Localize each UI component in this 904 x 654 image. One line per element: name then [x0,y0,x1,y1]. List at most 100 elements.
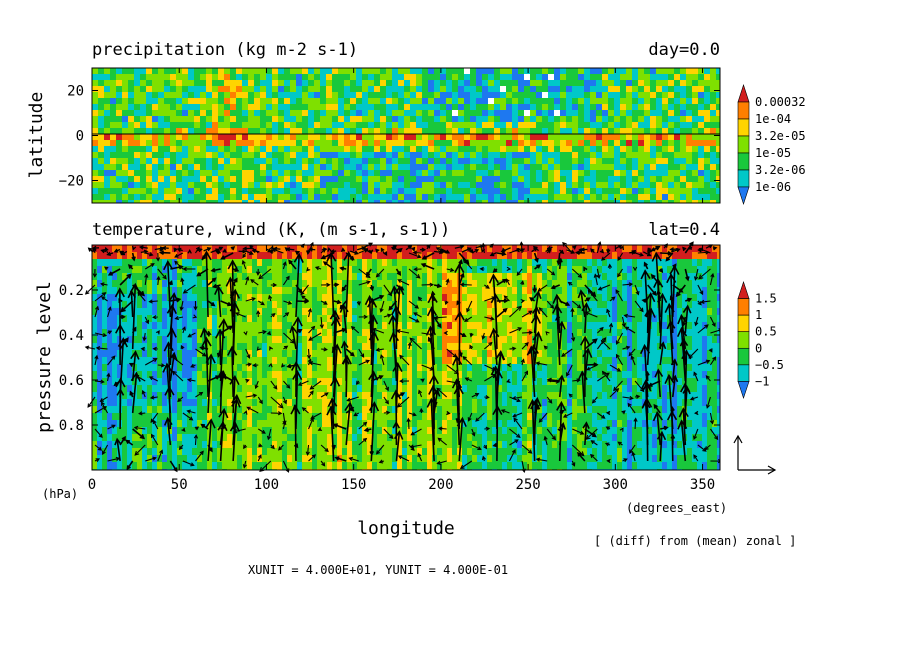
temperature-cell [242,343,248,351]
temperature-cell [442,357,448,365]
temperature-cell [327,434,333,442]
temperature-cell [402,287,408,295]
temperature-cell [417,427,423,435]
temperature-cell [357,322,363,330]
temperature-cell [382,273,388,281]
temperature-cell [122,322,128,330]
precip-cell [260,182,267,189]
temperature-cell [372,441,378,449]
temperature-cell [352,322,358,330]
temperature-cell [187,343,193,351]
temperature-cell [127,413,133,421]
precip-cell [314,92,321,99]
temperature-cell [402,448,408,456]
precip-cell [410,86,417,93]
temperature-cell [227,392,233,400]
temperature-cell [112,252,118,260]
temperature-cell [187,287,193,295]
precip-cell [632,152,639,159]
precip-cell [374,188,381,195]
temperature-cell [177,420,183,428]
precip-cell [596,116,603,123]
temperature-cell [107,385,113,393]
temperature-cell [202,385,208,393]
precip-cell [614,164,621,171]
temperature-cell [222,259,228,267]
temperature-cell [227,413,233,421]
temperature-cell [422,301,428,309]
precip-cell [320,92,327,99]
precip-cell [392,170,399,177]
temperature-cell [267,273,273,281]
precip-cell [596,158,603,165]
precip-cell [662,128,669,135]
temperature-cell [467,399,473,407]
precip-cell [512,182,519,189]
temperature-cell [297,385,303,393]
precip-cell [680,128,687,135]
temperature-cell [472,357,478,365]
precip-cell [266,194,273,201]
temperature-cell [192,364,198,372]
temperature-cell [237,357,243,365]
temperature-cell [97,427,103,435]
temperature-cell [182,245,188,253]
precip-cell [386,68,393,75]
temperature-cell [142,315,148,323]
precip-cell [320,74,327,81]
precip-cell [680,80,687,87]
temperature-cell [317,392,323,400]
temperature-cell [292,364,298,372]
temperature-cell [127,322,133,330]
temperature-cell [187,434,193,442]
temperature-cell [452,441,458,449]
precip-cell [266,110,273,117]
precip-cell [560,86,567,93]
precip-cell [260,80,267,87]
temperature-cell [407,385,413,393]
precip-cell [650,176,657,183]
precip-cell [344,122,351,129]
precip-cell [230,152,237,159]
precip-cell [362,152,369,159]
precip-cell [380,116,387,123]
temperature-cell [222,448,228,456]
temperature-cell [397,315,403,323]
temperature-cell [142,329,148,337]
temperature-cell [322,273,328,281]
temperature-cell [432,448,438,456]
precip-cell [206,176,213,183]
precip-cell [626,92,633,99]
precip-cell [656,176,663,183]
precip-cell [548,194,555,201]
temperature-cell [257,385,263,393]
temperature-cell [147,259,153,267]
precip-cell [440,116,447,123]
temperature-cell [162,301,168,309]
temperature-cell [232,336,238,344]
temperature-cell [302,266,308,274]
precip-cell [350,152,357,159]
temperature-cell [452,378,458,386]
temperature-cell [417,287,423,295]
temperature-cell [187,378,193,386]
precip-cell [710,164,717,171]
precip-cell [224,164,231,171]
precip-cell [602,170,609,177]
precip-cell [218,110,225,117]
precip-cell [110,182,117,189]
precip-cell [266,134,273,141]
precip-cell [584,158,591,165]
precip-cell [506,98,513,105]
temperature-cell [452,364,458,372]
precip-cell [692,200,699,203]
temperature-cell [302,315,308,323]
precip-cell [470,170,477,177]
precip-cell [680,182,687,189]
precip-cell [416,92,423,99]
precip-cell [560,152,567,159]
precip-cell [188,134,195,141]
precip-cell [314,98,321,105]
temperature-cell [442,280,448,288]
precip-cell [212,194,219,201]
